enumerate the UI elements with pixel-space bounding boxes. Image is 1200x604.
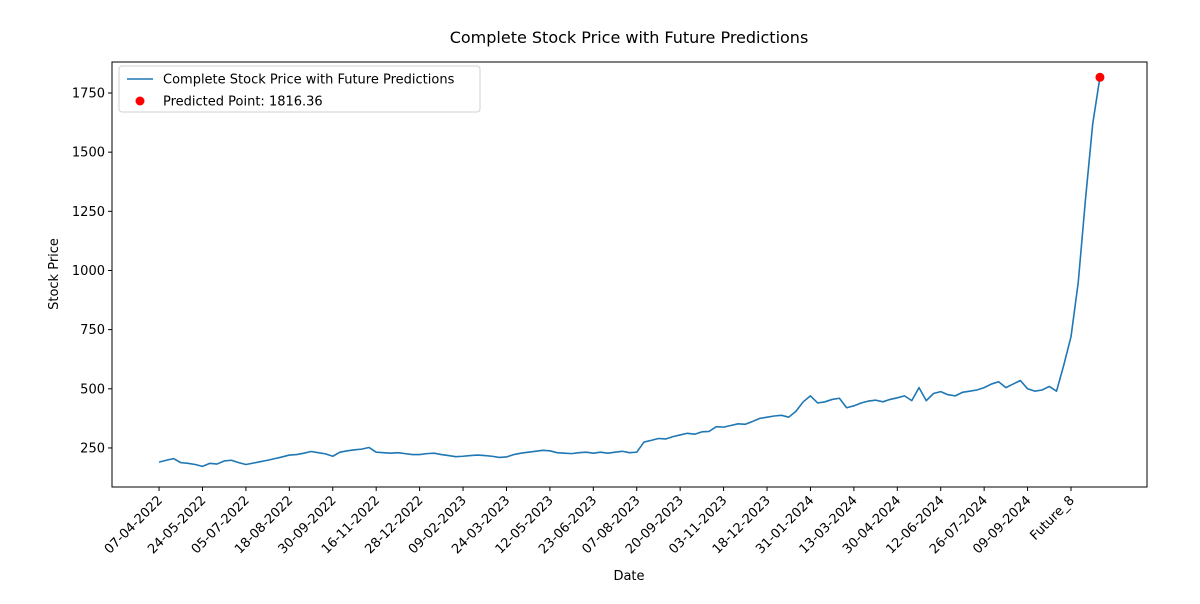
predicted-point [1095, 72, 1105, 82]
chart-title: Complete Stock Price with Future Predict… [450, 28, 809, 47]
plot-frame [111, 61, 1148, 488]
y-tick-label: 1500 [72, 146, 105, 161]
y-tick-label: 750 [80, 323, 105, 338]
legend-swatch [135, 96, 145, 106]
legend-label: Predicted Point: 1816.36 [163, 95, 323, 110]
legend-box [118, 65, 481, 113]
y-tick-label: 1750 [72, 86, 105, 101]
legend: Complete Stock Price with Future Predict… [118, 65, 481, 113]
y-axis-label: Stock Price [47, 238, 62, 310]
y-tick-label: 500 [80, 382, 105, 397]
y-tick-label: 250 [80, 441, 105, 456]
y-tick-label: 1000 [72, 264, 105, 279]
x-axis-label: Date [613, 569, 644, 584]
legend-label: Complete Stock Price with Future Predict… [163, 73, 455, 88]
price-line [158, 77, 1101, 468]
y-tick-label: 1250 [72, 205, 105, 220]
